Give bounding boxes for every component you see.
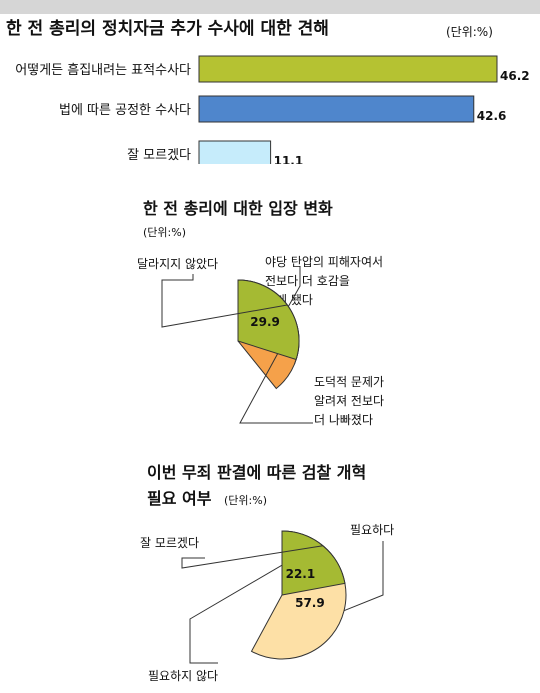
- pie2-value-0: 57.9: [295, 596, 325, 610]
- pie1-label-0-line-1: 전보다 더 호감을: [265, 274, 350, 288]
- pie-chart-stance-change: 한 전 총리에 대한 입장 변화 (단위:%) 30.9야당 탄압의 피해자여서…: [137, 199, 384, 427]
- bar-0: [198, 55, 498, 83]
- pie1-label-0-line-0: 야당 탄압의 피해자여서: [265, 255, 383, 269]
- pie2-unit: (단위:%): [224, 494, 267, 507]
- pie1-label-1-line-0: 도덕적 문제가: [314, 375, 384, 389]
- pie2-title-line1: 이번 무죄 판결에 따른 검찰 개혁: [147, 463, 366, 482]
- pie-chart-prosecution-reform: 이번 무죄 판결에 따른 검찰 개혁 필요 여부 (단위:%) 57.9 필요하다…: [140, 463, 394, 683]
- pie1-label-1-line-1: 알려져 전보다: [314, 394, 384, 408]
- bar-label-1: 법에 따른 공정한 수사다: [59, 103, 191, 118]
- pie2-slice-2: [281, 530, 346, 596]
- pie2-leader-2: [181, 545, 323, 569]
- pie2-label-0-line-0: 필요하다: [350, 523, 394, 537]
- pie2-label-2-line-0: 잘 모르겠다: [140, 536, 199, 550]
- bar-value-2: 11.1: [274, 154, 304, 164]
- pie2-title-line2: 필요 여부: [147, 489, 212, 508]
- bar-value-1: 42.6: [477, 109, 507, 123]
- bar-1: [198, 95, 475, 123]
- pie2-label-1-line-0: 필요하지 않다: [148, 669, 218, 683]
- pie1-label-2-line-0: 달라지지 않았다: [137, 257, 218, 271]
- pie1-leader-0: [287, 266, 301, 307]
- pie1-unit: (단위:%): [143, 226, 186, 239]
- bar-chart-title: 한 전 총리의 정치자금 추가 수사에 대한 견해: [6, 19, 329, 39]
- pie1-leader-1: [239, 320, 313, 424]
- pie1-leader-2: [161, 274, 288, 328]
- pie2-leader-0: [343, 541, 384, 612]
- pie1-slice-2: [237, 279, 300, 361]
- bar-2: [198, 140, 272, 164]
- pie2-value-2: 22.1: [286, 567, 316, 581]
- bar-chart: 한 전 총리의 정치자금 추가 수사에 대한 견해 (단위:%) 어떻게든 흠집…: [6, 19, 530, 164]
- pie1-title: 한 전 총리에 대한 입장 변화: [143, 199, 333, 218]
- bar-label-2: 잘 모르겠다: [127, 148, 191, 163]
- pie1-value-2: 29.9: [250, 315, 280, 329]
- top-banner-strip: [0, 0, 540, 14]
- bar-label-0: 어떻게든 흠집내려는 표적수사다: [15, 63, 191, 78]
- bar-value-0: 46.2: [500, 69, 530, 83]
- pie1-label-1-line-2: 더 나빠졌다: [314, 413, 373, 427]
- pie2-leader-1: [189, 542, 320, 664]
- bar-chart-unit: (단위:%): [446, 25, 493, 39]
